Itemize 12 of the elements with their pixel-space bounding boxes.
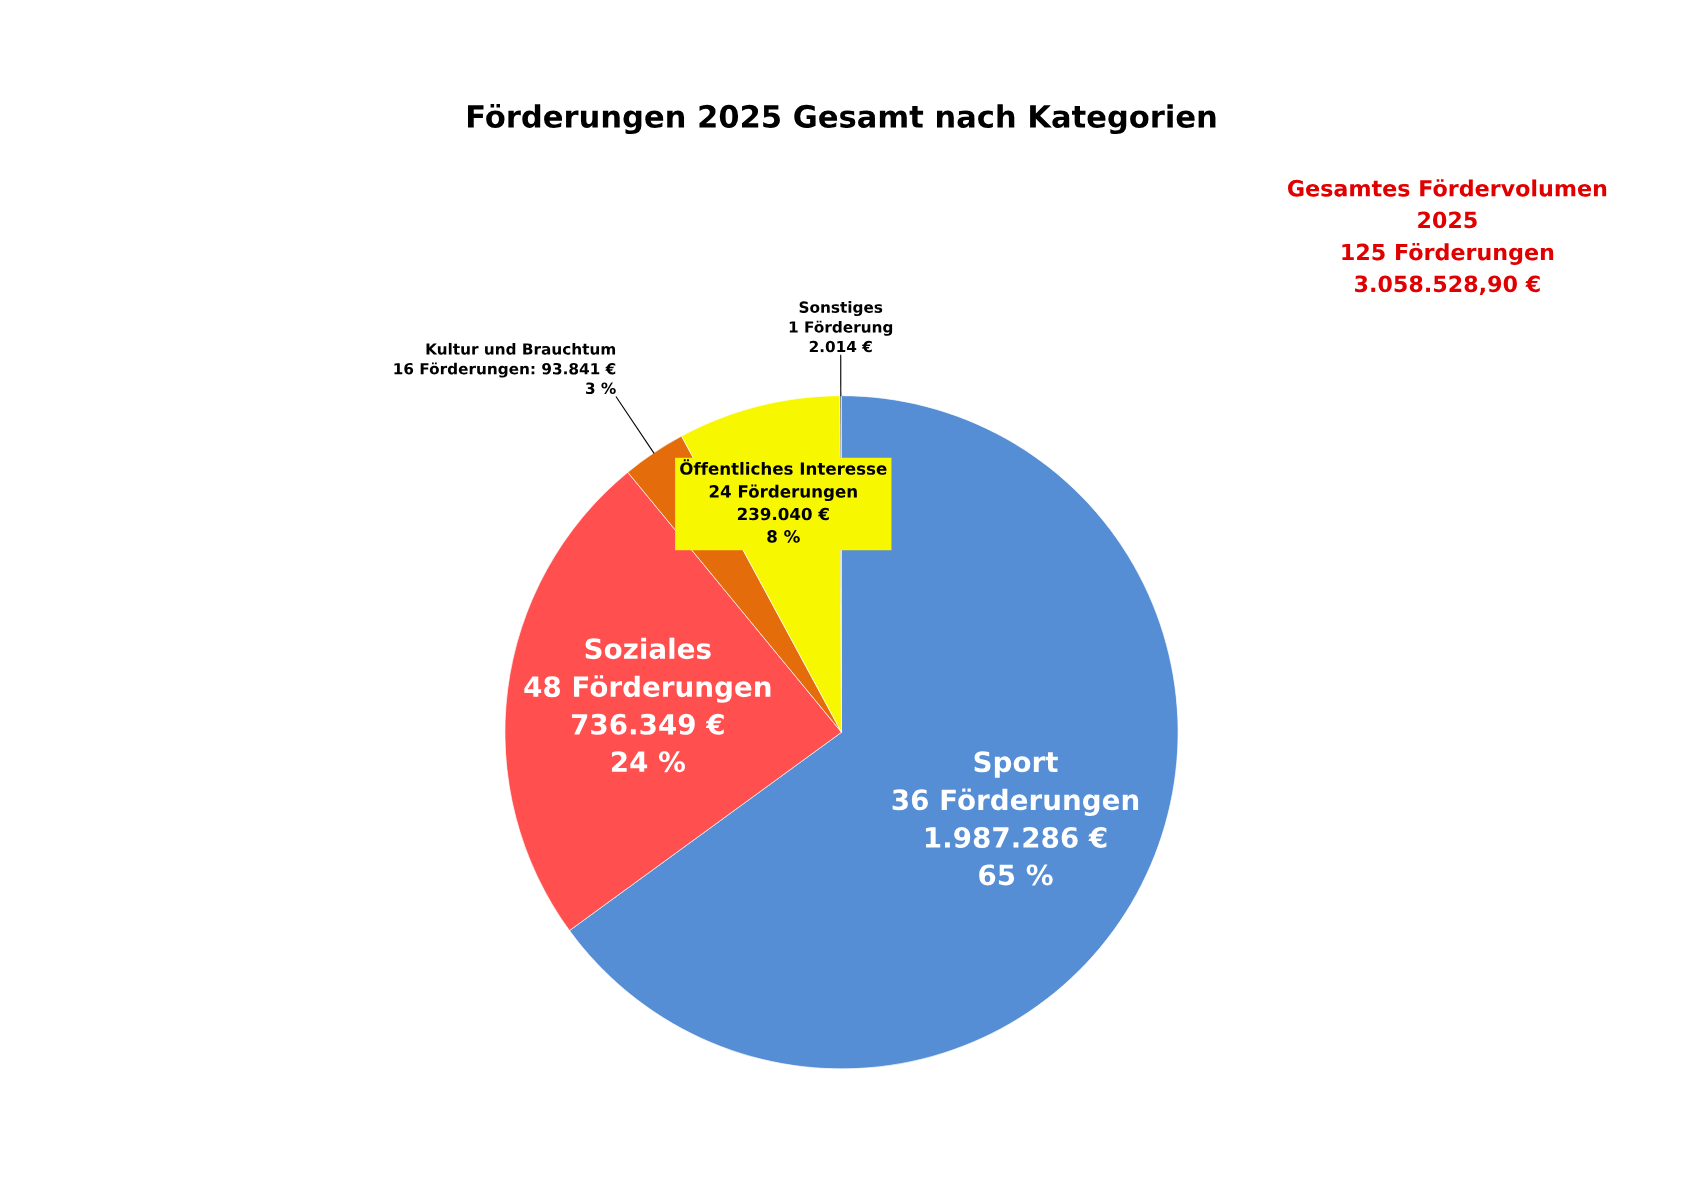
data-label: 48 Förderungen 736.349 € 24 % bbox=[524, 675, 771, 773]
chart-title: Förderungen 2025 Gesamt nach Kategorien bbox=[468, 103, 1216, 135]
slice-label: Öffentliches Interesse bbox=[680, 459, 887, 475]
data-label: 24 Förderungen 239.040 € 8 % bbox=[709, 484, 857, 543]
slice-label: Sport bbox=[974, 751, 1058, 778]
data-label: 16 Förderungen: 93.841 € 3 % bbox=[394, 362, 616, 395]
data-label: 36 Förderungen 1.987.286 € 65 % bbox=[892, 788, 1139, 886]
text: Gesamtes Fördervolumen 2025 125 Förderungen 3.058.528,90 € bbox=[1287, 179, 1607, 296]
slice-label: Soziales bbox=[585, 637, 711, 660]
slice-label: Kultur und Brauchtum bbox=[426, 342, 616, 355]
slice-label: Sonstiges bbox=[799, 301, 883, 316]
data-label: 1 Förderung 2.014 € bbox=[789, 320, 893, 353]
